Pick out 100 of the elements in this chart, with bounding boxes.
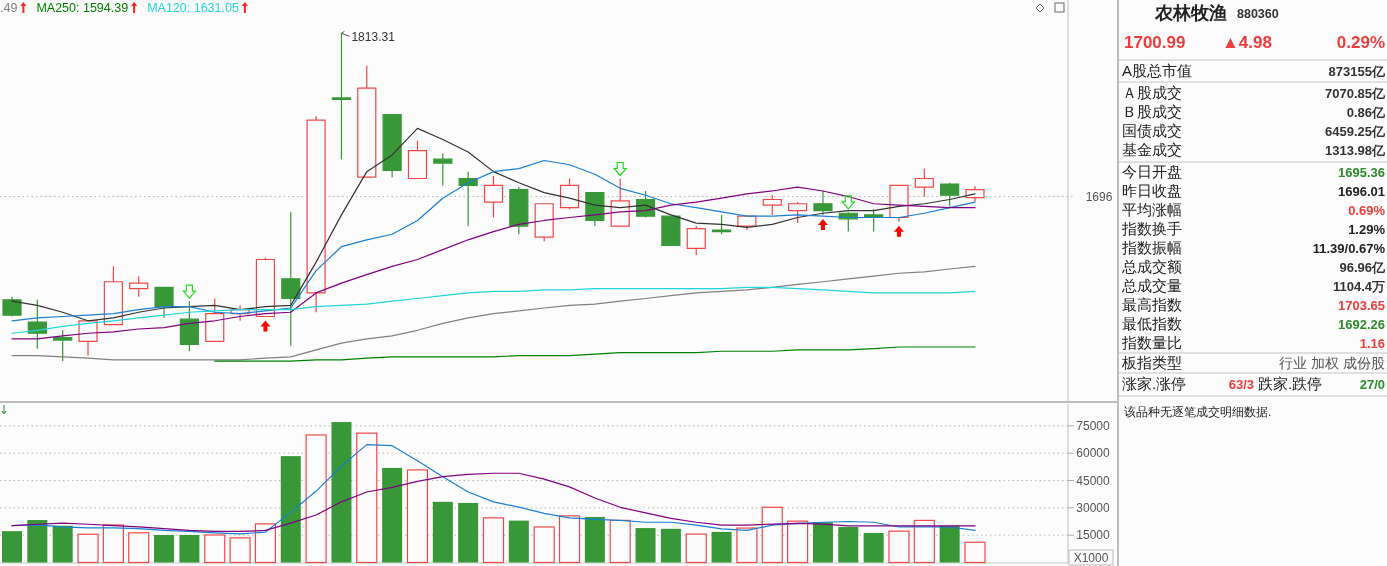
text: 11.39/0.67% — [1312, 241, 1386, 256]
bar — [939, 525, 960, 563]
candlestick — [483, 175, 504, 219]
candlestick — [129, 275, 149, 298]
candlestick — [357, 65, 377, 178]
bar — [964, 541, 986, 564]
candlestick — [711, 214, 732, 235]
candlestick — [788, 201, 808, 224]
bar — [179, 534, 200, 563]
text: 0.29% — [1336, 33, 1385, 52]
bar — [432, 501, 453, 563]
text: 7070.85亿 — [1325, 86, 1386, 101]
text: 1695.36 — [1338, 165, 1385, 180]
text: 今日开盘 — [1122, 163, 1182, 180]
bar — [382, 467, 403, 563]
text: 涨家.涨停 — [1122, 375, 1187, 392]
bar — [584, 516, 605, 563]
y-tick-label: 60000 — [1076, 446, 1111, 461]
text: 1700.99 — [1124, 33, 1186, 52]
bar — [838, 526, 859, 563]
text: 最低指数 — [1122, 315, 1182, 332]
bar — [913, 519, 935, 564]
text: 1.16 — [1359, 336, 1385, 351]
bar — [558, 515, 581, 564]
text: 该品种无逐笔成交明细数据. — [1124, 405, 1272, 419]
bar — [280, 456, 301, 563]
bar — [128, 532, 150, 564]
bar — [787, 520, 809, 564]
text: 63/3 — [1228, 377, 1254, 392]
bar — [204, 534, 226, 564]
candlestick — [53, 329, 73, 362]
candlestick — [306, 115, 326, 313]
text: 873155亿 — [1328, 64, 1386, 79]
text: Ｂ股成交 — [1122, 103, 1182, 120]
bar — [533, 526, 555, 564]
bar — [27, 520, 48, 563]
text: 1696 — [1085, 189, 1113, 204]
text: 0.69% — [1348, 203, 1386, 218]
bar — [660, 528, 681, 563]
annotation: 1813.31 — [351, 30, 396, 45]
candlestick — [914, 168, 934, 198]
text: 总成交量 — [1121, 277, 1182, 294]
bar — [863, 532, 884, 563]
bar — [102, 524, 124, 564]
candlestick — [737, 215, 757, 231]
candlestick — [205, 297, 225, 343]
text: 1696.01 — [1338, 184, 1385, 199]
bar — [52, 525, 73, 563]
candlestick — [2, 296, 22, 318]
y-tick-label: 75000 — [1076, 418, 1111, 433]
text: 1692.26 — [1338, 317, 1385, 332]
candlestick — [255, 257, 276, 318]
candlestick — [686, 225, 706, 256]
candlestick — [382, 113, 402, 178]
text: A股总市值 — [1122, 62, 1193, 79]
bar — [406, 469, 429, 564]
text: 板指类型 — [1121, 354, 1182, 371]
candlestick — [661, 215, 681, 246]
text: 指数振幅 — [1121, 239, 1182, 256]
text: 行业 加权 成份股 — [1279, 356, 1385, 371]
candlestick — [965, 185, 985, 203]
bar — [356, 432, 378, 564]
text: 1104.4万 — [1332, 279, 1385, 294]
bar — [154, 534, 175, 563]
candlestick — [940, 182, 960, 207]
bar — [812, 522, 833, 563]
legend: .49 MA250: 1594.39 MA120: 1631.05 — [0, 1, 248, 15]
text: 基金成交 — [1122, 141, 1182, 158]
text: 1703.65 — [1338, 298, 1385, 313]
bar — [2, 531, 22, 563]
candlestick — [331, 32, 352, 160]
candlestick — [407, 140, 428, 180]
text: 6459.25亿 — [1325, 124, 1386, 139]
bar — [609, 519, 631, 564]
text: 平均涨幅 — [1122, 201, 1182, 218]
candlestick — [433, 153, 453, 186]
text: 27/0 — [1359, 377, 1385, 392]
bar — [508, 520, 529, 563]
bar — [888, 530, 910, 564]
candlestick — [179, 300, 199, 352]
line-series — [11, 472, 976, 532]
bar — [482, 517, 505, 564]
candlestick — [559, 177, 580, 210]
text: Ａ股成交 — [1122, 84, 1182, 101]
text: X1000 — [1073, 551, 1109, 565]
candlestick — [813, 190, 833, 216]
text: 指数换手 — [1121, 220, 1182, 237]
bar — [229, 537, 251, 564]
bar — [736, 527, 758, 564]
text: 0.86亿 — [1346, 105, 1386, 120]
text: 国债成交 — [1122, 122, 1182, 139]
y-tick-label: 15000 — [1076, 528, 1111, 543]
bar — [77, 533, 99, 564]
candlestick — [281, 211, 301, 347]
text: ▲4.98 — [1222, 33, 1272, 52]
text: 指数量比 — [1121, 334, 1182, 351]
text: 1.29% — [1348, 222, 1386, 237]
bar — [685, 533, 707, 564]
text: 最高指数 — [1122, 296, 1182, 313]
text: 跌家.跌停 — [1258, 375, 1323, 392]
